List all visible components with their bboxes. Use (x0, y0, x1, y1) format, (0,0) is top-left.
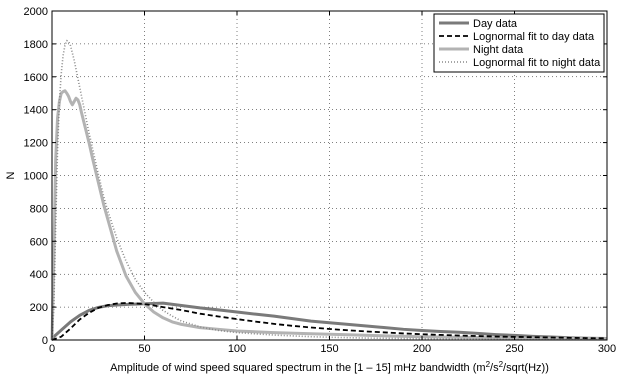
x-tick-label: 0 (49, 343, 55, 355)
x-tick-label: 50 (138, 343, 150, 355)
legend-entry: Lognormal fit to night data (473, 57, 601, 69)
y-tick-label: 0 (42, 335, 48, 347)
series-line-1 (51, 302, 608, 341)
x-axis-label-sup: 2 (499, 360, 504, 369)
x-tick-label: 200 (413, 343, 431, 355)
y-tick-label: 1600 (24, 72, 48, 84)
y-tick-label: 400 (30, 269, 48, 281)
series-line-2 (50, 89, 608, 341)
y-tick-label: 1800 (24, 39, 48, 51)
x-axis-label-part: /s (490, 362, 499, 374)
plot-area (50, 39, 608, 341)
x-tick-label: 100 (228, 343, 246, 355)
x-axis-label-part: /sqrt(Hz)) (503, 362, 549, 374)
x-axis-label-part: Amplitude of wind speed squared spectrum… (110, 362, 485, 374)
legend-entry: Lognormal fit to day data (473, 31, 595, 43)
y-axis-label: N (5, 171, 17, 179)
x-tick-label: 150 (320, 343, 338, 355)
y-tick-label: 1000 (24, 171, 48, 183)
x-tick-label: 250 (505, 343, 523, 355)
axis-tick-labels: 0 50 100 150 200 250 300 0 200 400 600 800 1000 1200 1… (24, 6, 617, 355)
y-tick-label: 1200 (24, 138, 48, 150)
y-tick-label: 800 (30, 203, 48, 215)
y-tick-label: 2000 (24, 6, 48, 18)
y-tick-label: 200 (30, 302, 48, 314)
axis-ticks (51, 10, 608, 341)
x-tick-label: 300 (598, 343, 616, 355)
series-line-3 (51, 39, 608, 341)
legend-entry: Night data (473, 44, 524, 56)
x-axis-label: Amplitude of wind speed squared spectrum… (110, 360, 549, 375)
legend-entry: Day data (473, 18, 518, 30)
y-tick-label: 1400 (24, 105, 48, 117)
grid (52, 11, 607, 340)
y-tick-label: 600 (30, 236, 48, 248)
x-axis-label-sup: 2 (486, 360, 491, 369)
